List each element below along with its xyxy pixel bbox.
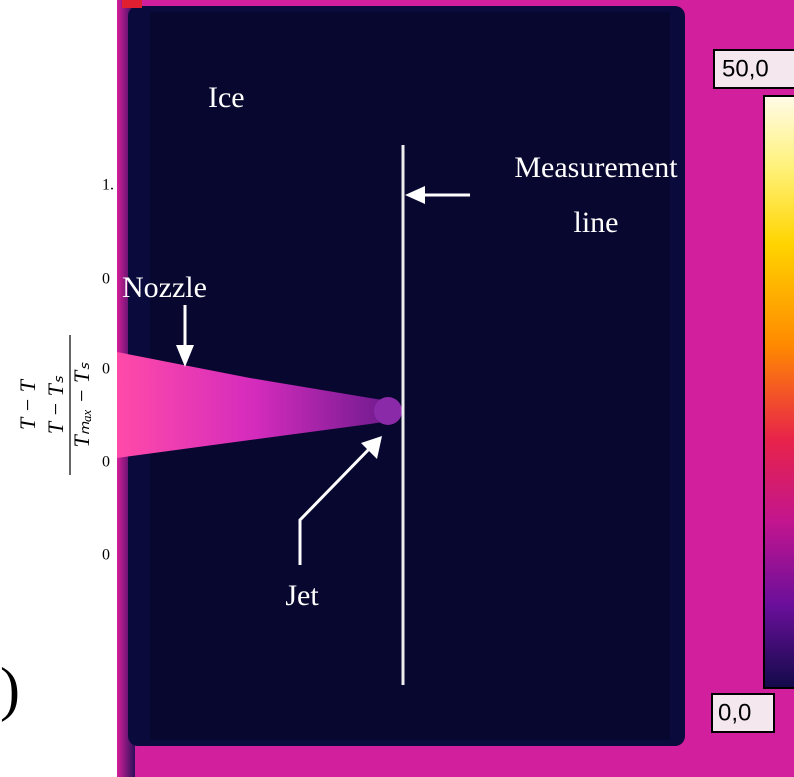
measurement-label: line <box>574 206 619 239</box>
red-mark <box>122 0 142 8</box>
ice-label: Ice <box>208 81 245 114</box>
tick-label: 0 <box>102 361 110 378</box>
measurement-label: Measurement <box>514 151 678 184</box>
tick-label: 1. <box>102 177 114 194</box>
nozzle-label: Nozzle <box>122 271 207 304</box>
y-label: T − Tₛ <box>43 375 68 434</box>
y-label: T − T <box>15 378 40 430</box>
colorbar-max: 50,0 <box>722 55 769 82</box>
tick-label: 0 <box>102 547 110 564</box>
tick-label: 0 <box>102 454 110 471</box>
colorbar-min: 0,0 <box>718 699 751 726</box>
colorbar <box>764 96 794 688</box>
y-label: Tₘₐₓ − Tₛ <box>69 362 94 448</box>
jet-spot <box>374 397 402 425</box>
jet-label: Jet <box>285 579 319 612</box>
tick-label: 0 <box>102 271 110 288</box>
figure: 1. 0 0 0 0 T − T T − Tₛ Tₘₐₓ − Tₛ ) Ice … <box>0 0 794 777</box>
paren: ) <box>0 656 20 722</box>
